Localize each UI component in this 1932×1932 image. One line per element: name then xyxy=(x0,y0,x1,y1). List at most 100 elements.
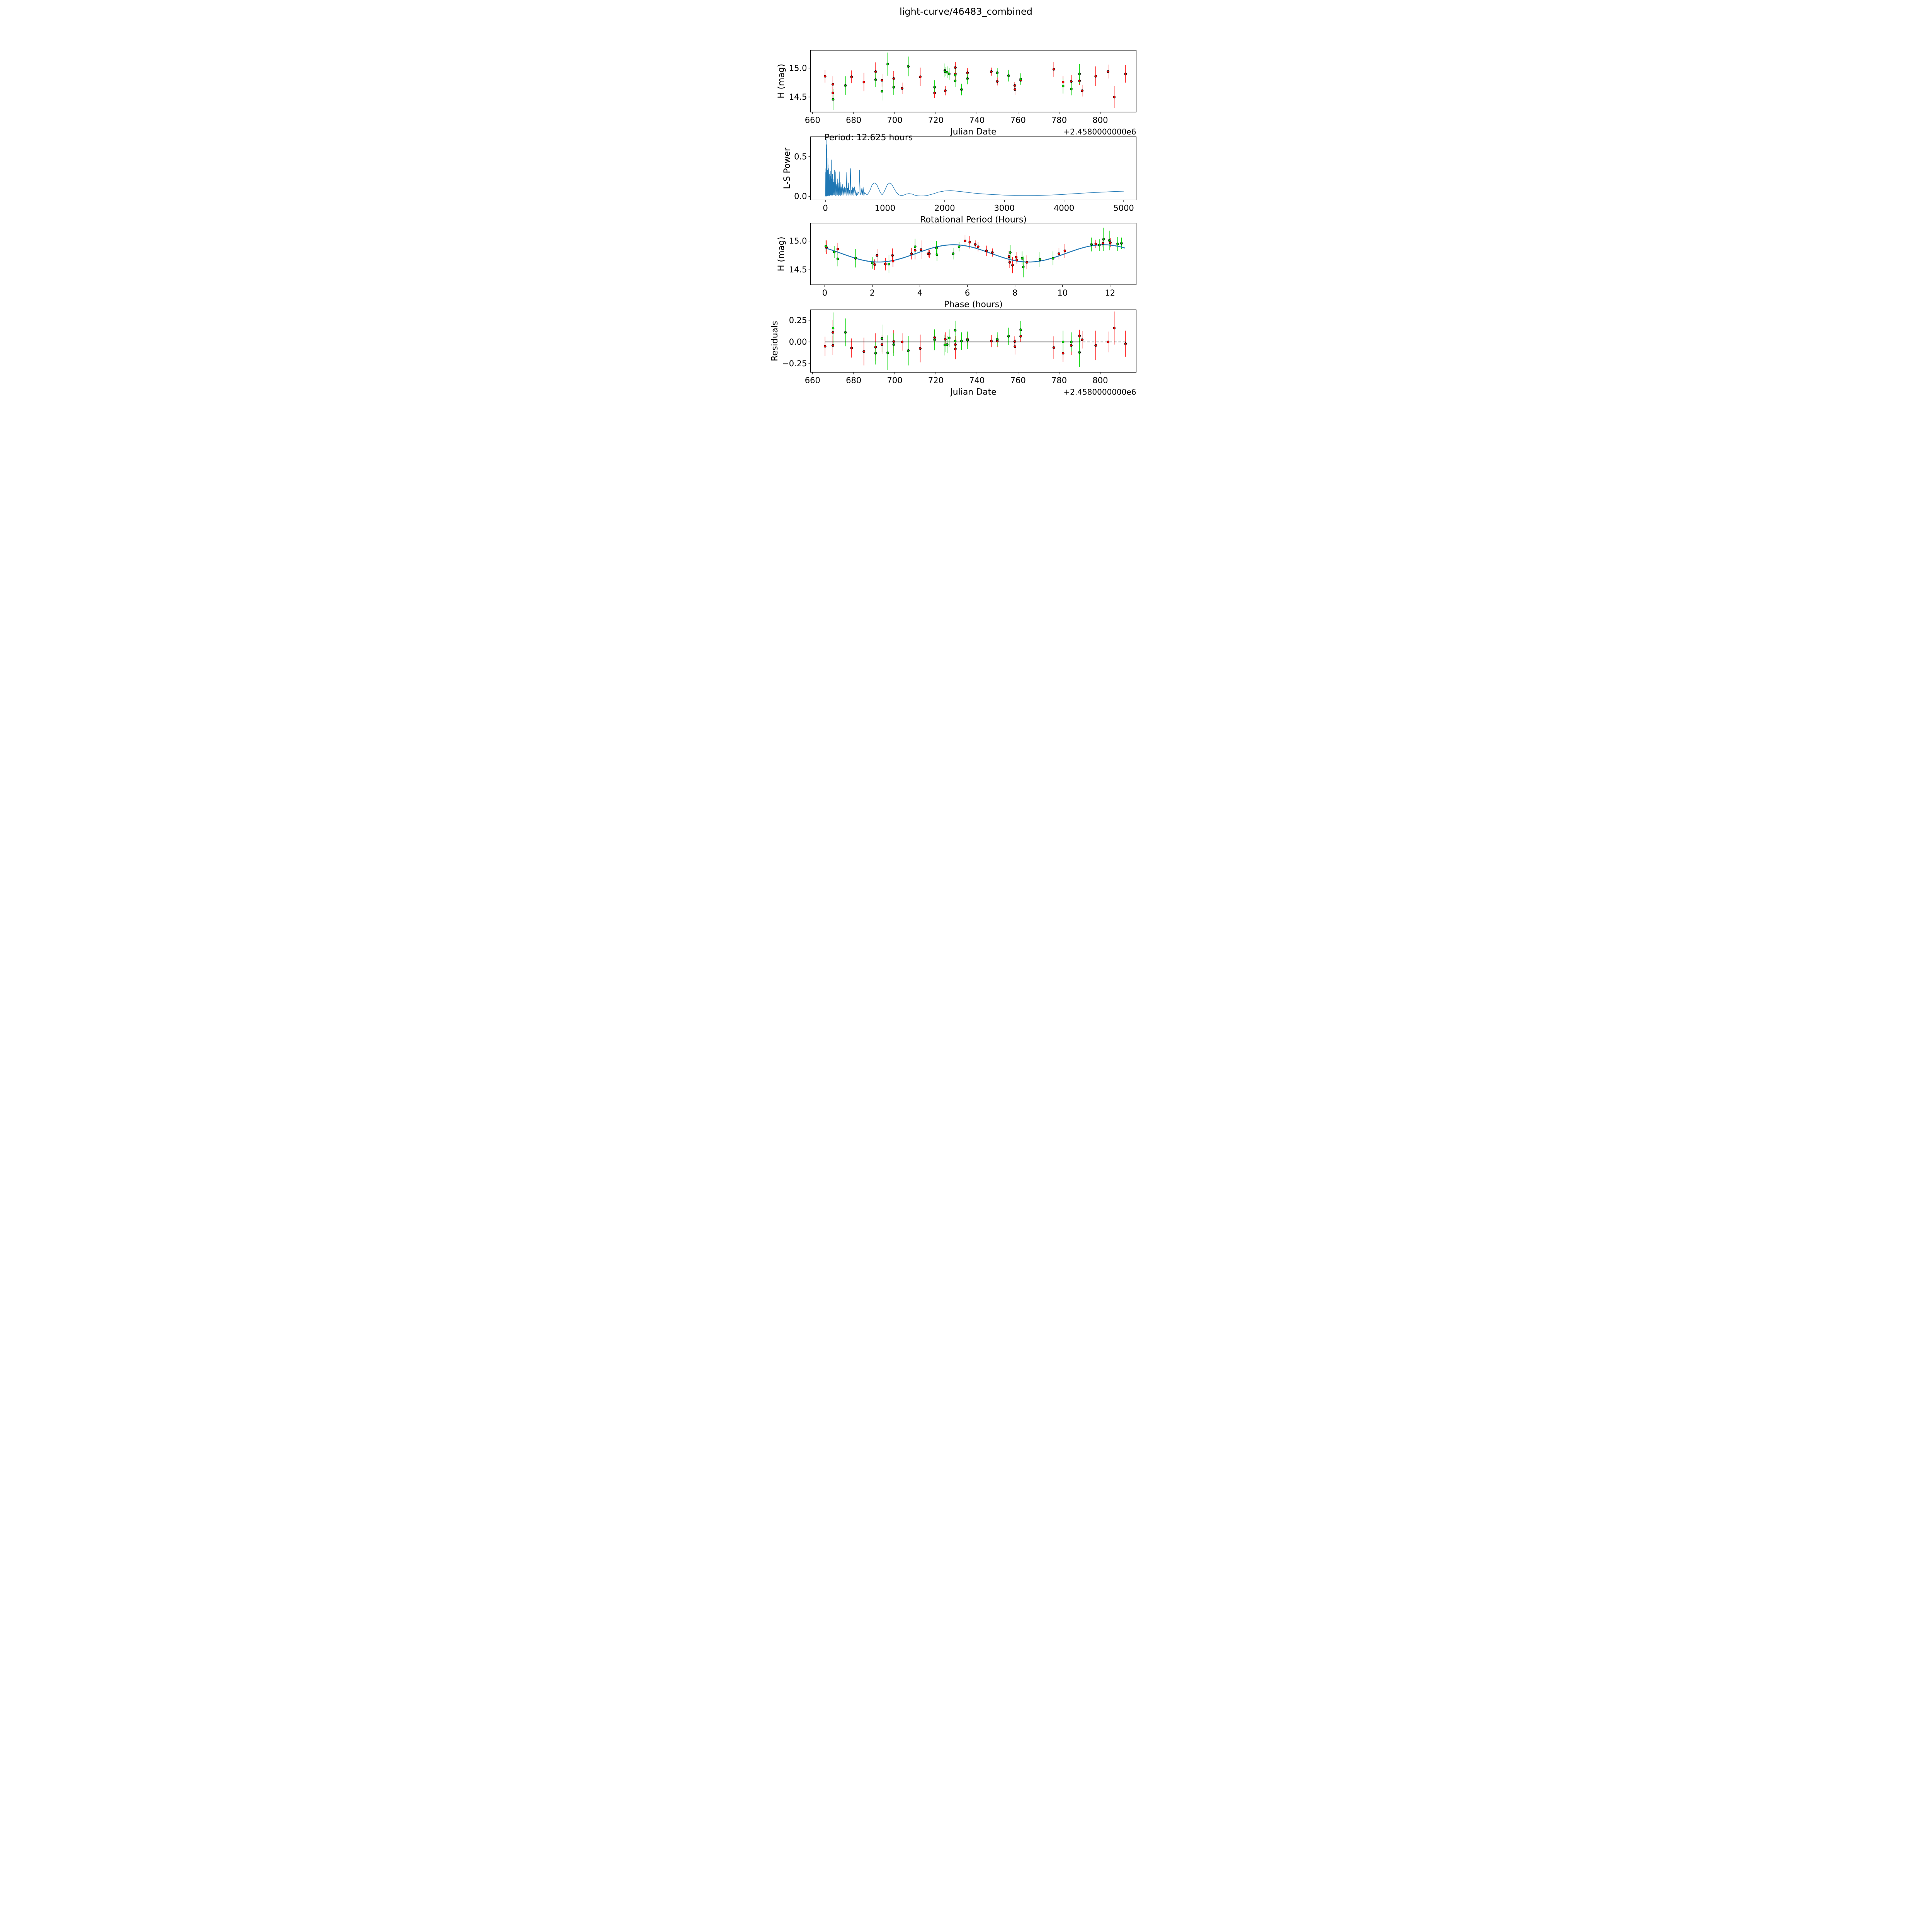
y-tick-label: 0.25 xyxy=(789,316,807,325)
residuals-session-green-markers xyxy=(832,327,1081,355)
x-tick-label: 1000 xyxy=(875,204,895,213)
axes-frame xyxy=(810,50,1137,112)
data-point xyxy=(954,79,957,82)
data-point xyxy=(892,343,895,346)
data-point xyxy=(823,75,827,78)
x-tick-label: 700 xyxy=(887,376,903,385)
x-tick-label: 800 xyxy=(1092,116,1108,125)
data-point xyxy=(1019,335,1022,338)
data-point xyxy=(954,73,957,77)
data-point xyxy=(1051,257,1054,260)
x-tick-label: 740 xyxy=(969,116,985,125)
data-point xyxy=(907,349,910,352)
data-point xyxy=(1015,259,1019,262)
data-point xyxy=(996,80,999,83)
x-tick-label: 2000 xyxy=(934,204,955,213)
x-tick-label: 760 xyxy=(1010,376,1026,385)
data-point xyxy=(825,245,827,248)
data-point xyxy=(966,71,969,74)
data-point xyxy=(985,249,988,252)
data-point xyxy=(1007,74,1010,77)
data-point xyxy=(1070,344,1073,347)
data-point xyxy=(1078,79,1081,82)
data-point xyxy=(928,252,931,255)
y-tick-label: 0.0 xyxy=(794,192,807,201)
data-point xyxy=(901,340,904,344)
data-point xyxy=(1058,252,1060,255)
data-point xyxy=(833,250,836,253)
data-point xyxy=(954,329,957,332)
data-point xyxy=(1063,249,1066,252)
data-point xyxy=(1014,345,1017,348)
periodogram-line xyxy=(825,139,1124,197)
data-point xyxy=(1013,340,1016,343)
x-tick-label: 660 xyxy=(805,116,820,125)
data-point xyxy=(832,344,834,347)
data-point xyxy=(888,262,890,265)
data-point xyxy=(948,72,951,75)
data-point xyxy=(954,340,957,343)
data-point xyxy=(974,243,977,246)
data-point xyxy=(966,339,969,342)
jd_light_curve-session-green-markers xyxy=(832,63,1081,101)
x-tick-label: 740 xyxy=(969,376,985,385)
x-tick-label: 4000 xyxy=(1054,204,1074,213)
data-point xyxy=(910,252,913,255)
y-axis-label: H (mag) xyxy=(777,236,786,271)
x-tick-label: 12 xyxy=(1105,288,1115,298)
data-point xyxy=(946,343,949,346)
data-point xyxy=(960,88,963,91)
data-point xyxy=(1078,72,1081,75)
y-tick-label: 0.00 xyxy=(789,337,807,347)
data-point xyxy=(944,344,947,347)
residuals-session-red-markers xyxy=(823,327,1127,355)
jd_light_curve-session-red-markers xyxy=(823,66,1127,99)
x-tick-label: 780 xyxy=(1051,116,1067,125)
phase_folded-session-red-markers xyxy=(825,240,1112,267)
data-point xyxy=(966,77,969,80)
data-point xyxy=(832,331,834,334)
data-point xyxy=(933,86,936,89)
data-point xyxy=(891,254,894,257)
panel-residuals: 660 680 700 720 740 760 780 800 −0.25 0.00 0.25 Jul… xyxy=(770,310,1137,397)
data-point xyxy=(836,248,839,250)
data-point xyxy=(836,257,839,260)
data-point xyxy=(832,83,834,86)
x-tick-label: 4 xyxy=(917,288,922,298)
data-point xyxy=(1013,84,1016,87)
data-point xyxy=(1081,89,1084,92)
data-point xyxy=(881,90,883,93)
data-point xyxy=(881,79,883,82)
axes-frame xyxy=(810,223,1137,285)
y-tick-label: 15.0 xyxy=(789,63,807,73)
figure-title: light-curve/46483_combined xyxy=(900,6,1032,17)
x-tick-label: 8 xyxy=(1012,288,1017,298)
data-point xyxy=(1019,78,1022,81)
data-point xyxy=(1020,257,1024,260)
x-tick-label: 2 xyxy=(870,288,875,298)
data-point xyxy=(1009,251,1012,254)
x-axis-offset-label: +2.4580000000e6 xyxy=(1063,388,1136,397)
data-point xyxy=(996,338,999,341)
data-point xyxy=(935,247,938,249)
data-point xyxy=(1101,242,1104,245)
data-point xyxy=(968,241,971,244)
phase_folded-session-red-errorbars xyxy=(826,235,1111,274)
y-axis-label: Residuals xyxy=(770,321,780,361)
x-tick-label: 0 xyxy=(823,204,828,213)
data-point xyxy=(1008,261,1011,264)
data-point xyxy=(1052,346,1055,349)
data-point xyxy=(1109,241,1112,244)
data-point xyxy=(884,262,887,265)
data-point xyxy=(874,346,877,349)
phase_folded-session-green-markers xyxy=(825,238,1123,269)
data-point xyxy=(854,257,857,260)
data-point xyxy=(1015,256,1018,259)
x-tick-label: 700 xyxy=(887,116,903,125)
x-tick-label: 660 xyxy=(805,376,820,385)
data-point xyxy=(892,340,895,343)
data-point xyxy=(1061,85,1065,88)
fit-curve xyxy=(825,244,1126,263)
x-tick-label: 780 xyxy=(1051,376,1067,385)
